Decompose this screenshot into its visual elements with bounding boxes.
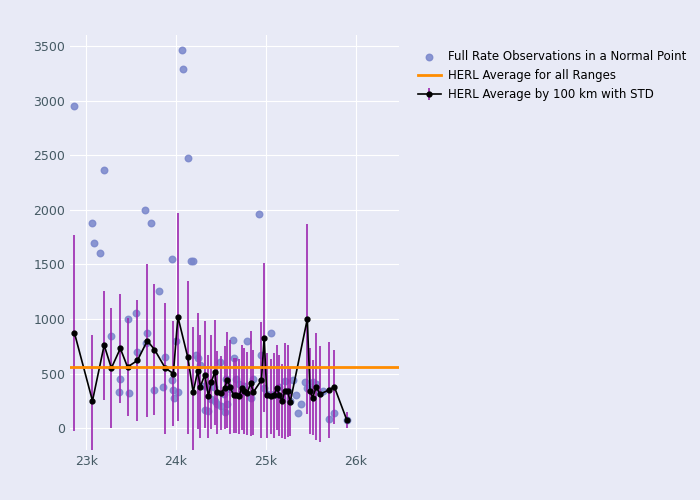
Legend: Full Rate Observations in a Normal Point, HERL Average for all Ranges, HERL Aver: Full Rate Observations in a Normal Point… [408, 41, 696, 110]
Full Rate Observations in a Normal Point [171, 337, 182, 345]
Full Rate Observations in a Normal Point [216, 402, 227, 410]
Full Rate Observations in a Normal Point [261, 390, 272, 398]
Full Rate Observations in a Normal Point [314, 389, 326, 397]
Full Rate Observations in a Normal Point [290, 392, 301, 400]
Full Rate Observations in a Normal Point [304, 385, 316, 393]
Full Rate Observations in a Normal Point [236, 388, 247, 396]
Full Rate Observations in a Normal Point [256, 351, 267, 359]
Full Rate Observations in a Normal Point [141, 339, 152, 347]
Full Rate Observations in a Normal Point [139, 206, 150, 214]
Full Rate Observations in a Normal Point [212, 400, 223, 408]
Full Rate Observations in a Normal Point [342, 416, 353, 424]
Full Rate Observations in a Normal Point [160, 353, 171, 361]
Full Rate Observations in a Normal Point [182, 154, 193, 162]
Full Rate Observations in a Normal Point [69, 102, 80, 110]
Full Rate Observations in a Normal Point [295, 400, 307, 408]
Full Rate Observations in a Normal Point [323, 416, 335, 424]
Full Rate Observations in a Normal Point [241, 337, 253, 345]
Full Rate Observations in a Normal Point [266, 329, 277, 337]
Full Rate Observations in a Normal Point [222, 400, 233, 408]
Full Rate Observations in a Normal Point [87, 219, 98, 227]
Full Rate Observations in a Normal Point [307, 378, 318, 386]
Full Rate Observations in a Normal Point [239, 382, 250, 390]
Full Rate Observations in a Normal Point [206, 394, 217, 402]
Full Rate Observations in a Normal Point [186, 257, 197, 265]
Full Rate Observations in a Normal Point [199, 406, 211, 413]
Full Rate Observations in a Normal Point [329, 409, 340, 417]
Full Rate Observations in a Normal Point [172, 388, 183, 396]
Full Rate Observations in a Normal Point [124, 389, 135, 397]
Full Rate Observations in a Normal Point [302, 384, 313, 392]
Full Rate Observations in a Normal Point [89, 238, 100, 246]
Full Rate Observations in a Normal Point [168, 386, 179, 394]
Full Rate Observations in a Normal Point [276, 394, 288, 402]
Full Rate Observations in a Normal Point [287, 376, 298, 384]
Full Rate Observations in a Normal Point [106, 332, 117, 340]
Full Rate Observations in a Normal Point [271, 392, 282, 400]
Full Rate Observations in a Normal Point [203, 406, 214, 414]
Full Rate Observations in a Normal Point [208, 382, 219, 390]
Full Rate Observations in a Normal Point [122, 315, 133, 323]
Full Rate Observations in a Normal Point [167, 376, 178, 384]
Full Rate Observations in a Normal Point [209, 397, 220, 405]
Full Rate Observations in a Normal Point [99, 166, 110, 174]
Full Rate Observations in a Normal Point [253, 210, 265, 218]
Full Rate Observations in a Normal Point [311, 380, 322, 388]
Full Rate Observations in a Normal Point [285, 397, 296, 405]
Full Rate Observations in a Normal Point [274, 382, 285, 390]
Full Rate Observations in a Normal Point [94, 250, 105, 258]
Full Rate Observations in a Normal Point [153, 286, 164, 294]
Full Rate Observations in a Normal Point [227, 336, 238, 344]
Full Rate Observations in a Normal Point [219, 408, 230, 416]
Full Rate Observations in a Normal Point [218, 390, 230, 398]
Full Rate Observations in a Normal Point [214, 358, 225, 366]
Full Rate Observations in a Normal Point [279, 377, 290, 385]
Full Rate Observations in a Normal Point [178, 65, 189, 73]
Full Rate Observations in a Normal Point [195, 361, 206, 369]
Full Rate Observations in a Normal Point [149, 386, 160, 394]
Full Rate Observations in a Normal Point [146, 219, 157, 227]
Full Rate Observations in a Normal Point [177, 46, 188, 54]
Full Rate Observations in a Normal Point [258, 384, 270, 392]
Full Rate Observations in a Normal Point [269, 390, 280, 398]
Full Rate Observations in a Normal Point [225, 385, 236, 393]
Full Rate Observations in a Normal Point [114, 388, 125, 396]
Full Rate Observations in a Normal Point [188, 257, 199, 265]
Full Rate Observations in a Normal Point [228, 354, 239, 362]
Full Rate Observations in a Normal Point [233, 380, 244, 388]
Full Rate Observations in a Normal Point [245, 394, 256, 402]
Full Rate Observations in a Normal Point [132, 348, 143, 356]
Full Rate Observations in a Normal Point [318, 387, 329, 395]
Full Rate Observations in a Normal Point [299, 378, 310, 386]
Full Rate Observations in a Normal Point [231, 375, 242, 383]
Full Rate Observations in a Normal Point [115, 375, 126, 383]
Full Rate Observations in a Normal Point [141, 329, 153, 337]
Full Rate Observations in a Normal Point [190, 351, 202, 359]
Full Rate Observations in a Normal Point [169, 394, 180, 402]
Full Rate Observations in a Normal Point [220, 375, 232, 383]
Full Rate Observations in a Normal Point [202, 382, 213, 390]
Full Rate Observations in a Normal Point [198, 382, 209, 390]
Full Rate Observations in a Normal Point [248, 375, 259, 383]
Full Rate Observations in a Normal Point [157, 382, 168, 390]
Full Rate Observations in a Normal Point [293, 409, 304, 417]
Full Rate Observations in a Normal Point [282, 387, 293, 395]
Full Rate Observations in a Normal Point [192, 354, 203, 362]
Full Rate Observations in a Normal Point [166, 255, 177, 263]
Full Rate Observations in a Normal Point [130, 310, 141, 318]
